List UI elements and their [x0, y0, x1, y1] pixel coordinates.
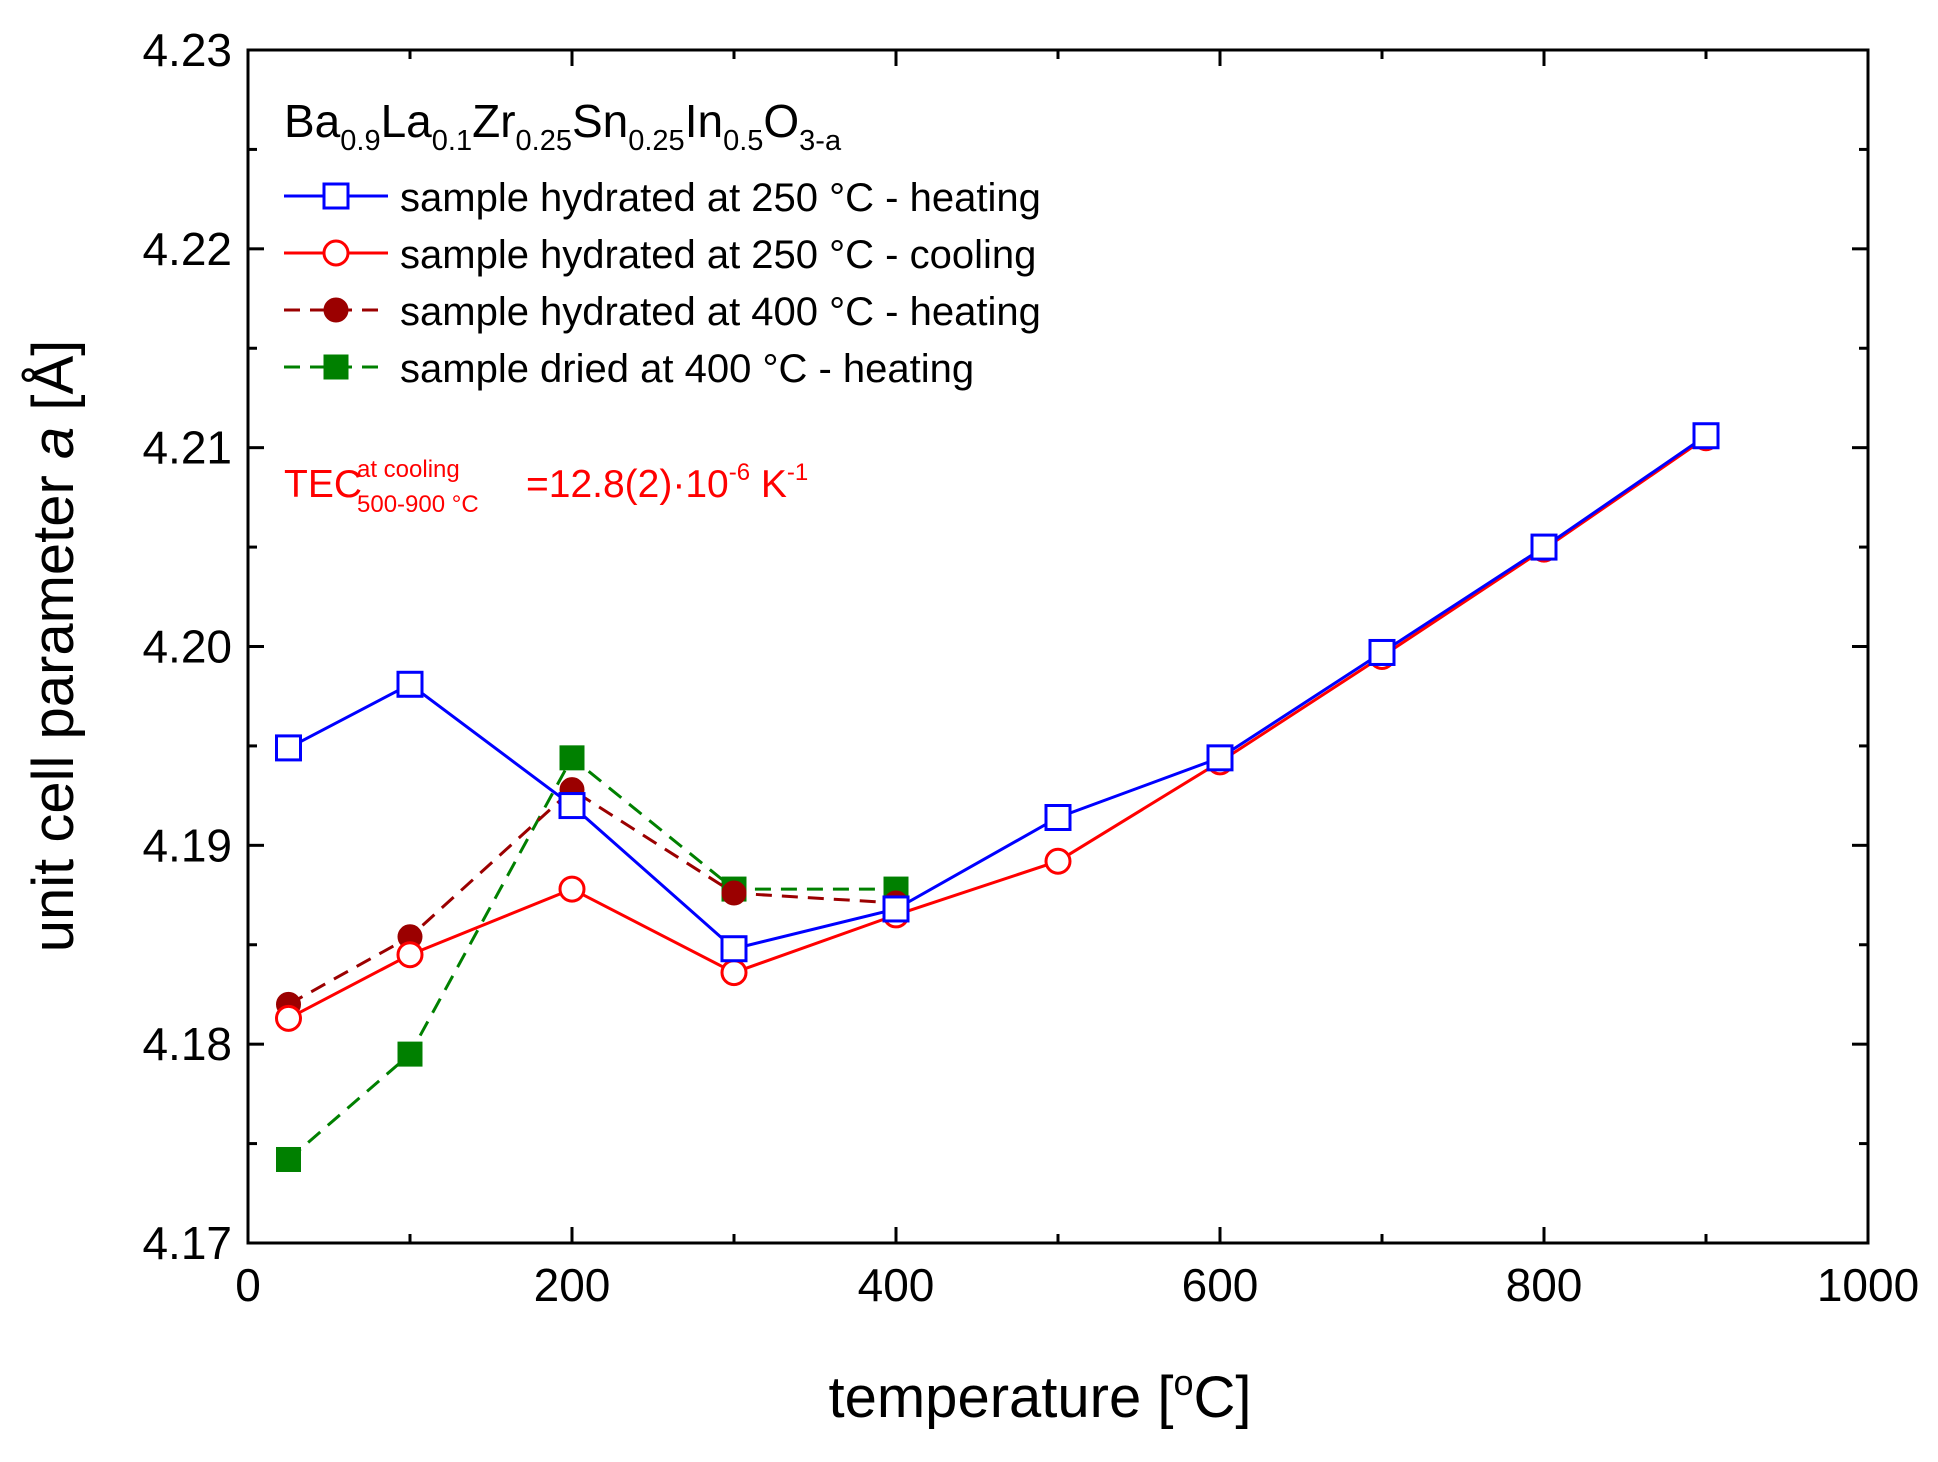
annotation-part: 500-900 °C — [357, 491, 479, 518]
y-label-part: unit cell parameter — [21, 459, 86, 952]
annotation-part: -6 — [729, 459, 750, 486]
y-tick-label: 4.19 — [142, 819, 232, 871]
text-part: Ba — [284, 95, 341, 147]
text-part: 0.9 — [340, 125, 380, 157]
annotation-part: TEC — [284, 463, 362, 506]
series — [276, 777, 909, 1017]
legend-item: sample hydrated at 250 °C - heating — [284, 176, 1041, 220]
text-part: La — [381, 95, 433, 147]
data-series — [275, 422, 1720, 1172]
annotation-part: =12.8(2)·10 — [526, 463, 729, 506]
y-tick-label: 4.20 — [142, 621, 232, 673]
series-line — [287, 434, 1707, 951]
data-point — [396, 941, 424, 969]
data-point — [1530, 533, 1558, 561]
y-label-part: [Å] — [21, 340, 86, 427]
series-line — [287, 787, 897, 1006]
text-part: 0.25 — [628, 125, 684, 157]
legend-item: sample dried at 400 °C - heating — [284, 347, 974, 391]
legend-marker — [322, 182, 350, 210]
x-label-part: o — [1173, 1362, 1193, 1403]
text-part: 0.1 — [432, 125, 472, 157]
text-part: 0.5 — [723, 125, 763, 157]
legend: sample hydrated at 250 °C - heating sampl… — [284, 176, 1041, 391]
legend-label: sample dried at 400 °C - heating — [400, 347, 974, 391]
legend-label: sample hydrated at 400 °C - heating — [400, 290, 1041, 334]
text-part: 0.25 — [516, 125, 572, 157]
text-part: In — [685, 95, 723, 147]
legend-label: sample hydrated at 250 °C - heating — [400, 176, 1041, 220]
data-point — [397, 1041, 423, 1067]
tec-annotation: TECat cooling 500-900 °C =12.8(2)·10-6 K-1 — [284, 456, 808, 518]
data-point — [1044, 847, 1072, 875]
sample-formula: Ba0.9​La0.1​Zr0.25​Sn0.25​In0.5​O3-a​ — [284, 95, 842, 157]
annotation-part: -1 — [787, 459, 808, 486]
x-tick-label: 0 — [235, 1259, 261, 1311]
data-point — [721, 880, 747, 906]
y-tick-label: 4.21 — [142, 422, 232, 474]
y-tick-label: 4.22 — [142, 223, 232, 275]
legend-item: sample hydrated at 400 °C - heating — [284, 290, 1041, 334]
annotation-part: K — [750, 463, 787, 506]
legend-marker — [323, 354, 349, 380]
y-tick-label: 4.23 — [142, 24, 232, 76]
text-part: Zr — [472, 95, 515, 147]
text-part: Sn — [572, 95, 628, 147]
text-part: 3-a — [799, 125, 842, 157]
data-point — [558, 792, 586, 820]
x-axis-label: temperature [oC] — [829, 1362, 1252, 1430]
data-point — [882, 895, 910, 923]
data-point — [396, 670, 424, 698]
series — [276, 745, 909, 1172]
series-line — [287, 755, 896, 1161]
y-axis-label: unit cell parameter a [Å] — [21, 340, 86, 953]
legend-label: sample hydrated at 250 °C - cooling — [400, 233, 1036, 277]
x-tick-label: 800 — [1506, 1259, 1583, 1311]
series — [275, 422, 1720, 963]
x-tick-label: 1000 — [1817, 1259, 1919, 1311]
data-point — [558, 875, 586, 903]
y-tick-label: 4.17 — [142, 1217, 232, 1269]
data-point — [276, 1146, 301, 1172]
data-point — [720, 959, 748, 987]
x-label-part: C] — [1193, 1365, 1251, 1430]
plot-frame — [246, 48, 1870, 1245]
data-point — [1692, 422, 1720, 450]
axis-ticks: 0 200 400 600 800 1000 4.17 4.18 4.19 4.20 4.21 4.2… — [142, 24, 1919, 1311]
data-point — [720, 935, 748, 963]
data-point — [1368, 638, 1396, 666]
data-point — [275, 1004, 302, 1032]
x-tick-label: 600 — [1182, 1259, 1259, 1311]
x-label-part: temperature [ — [829, 1365, 1174, 1430]
text-part: O — [763, 95, 799, 147]
y-tick-label: 4.18 — [142, 1018, 232, 1070]
x-tick-label: 400 — [858, 1259, 935, 1311]
data-point — [1044, 803, 1072, 831]
legend-marker — [323, 297, 349, 323]
data-point — [559, 745, 585, 771]
legend-item: sample hydrated at 250 °C - cooling — [284, 233, 1036, 277]
data-point — [275, 734, 302, 762]
annotation-part: at cooling — [357, 456, 460, 483]
y-label-part: a — [21, 427, 86, 459]
legend-marker — [322, 239, 350, 267]
data-point — [1206, 744, 1234, 772]
series — [275, 424, 1720, 1032]
series-line — [287, 436, 1707, 1020]
x-tick-label: 200 — [534, 1259, 611, 1311]
